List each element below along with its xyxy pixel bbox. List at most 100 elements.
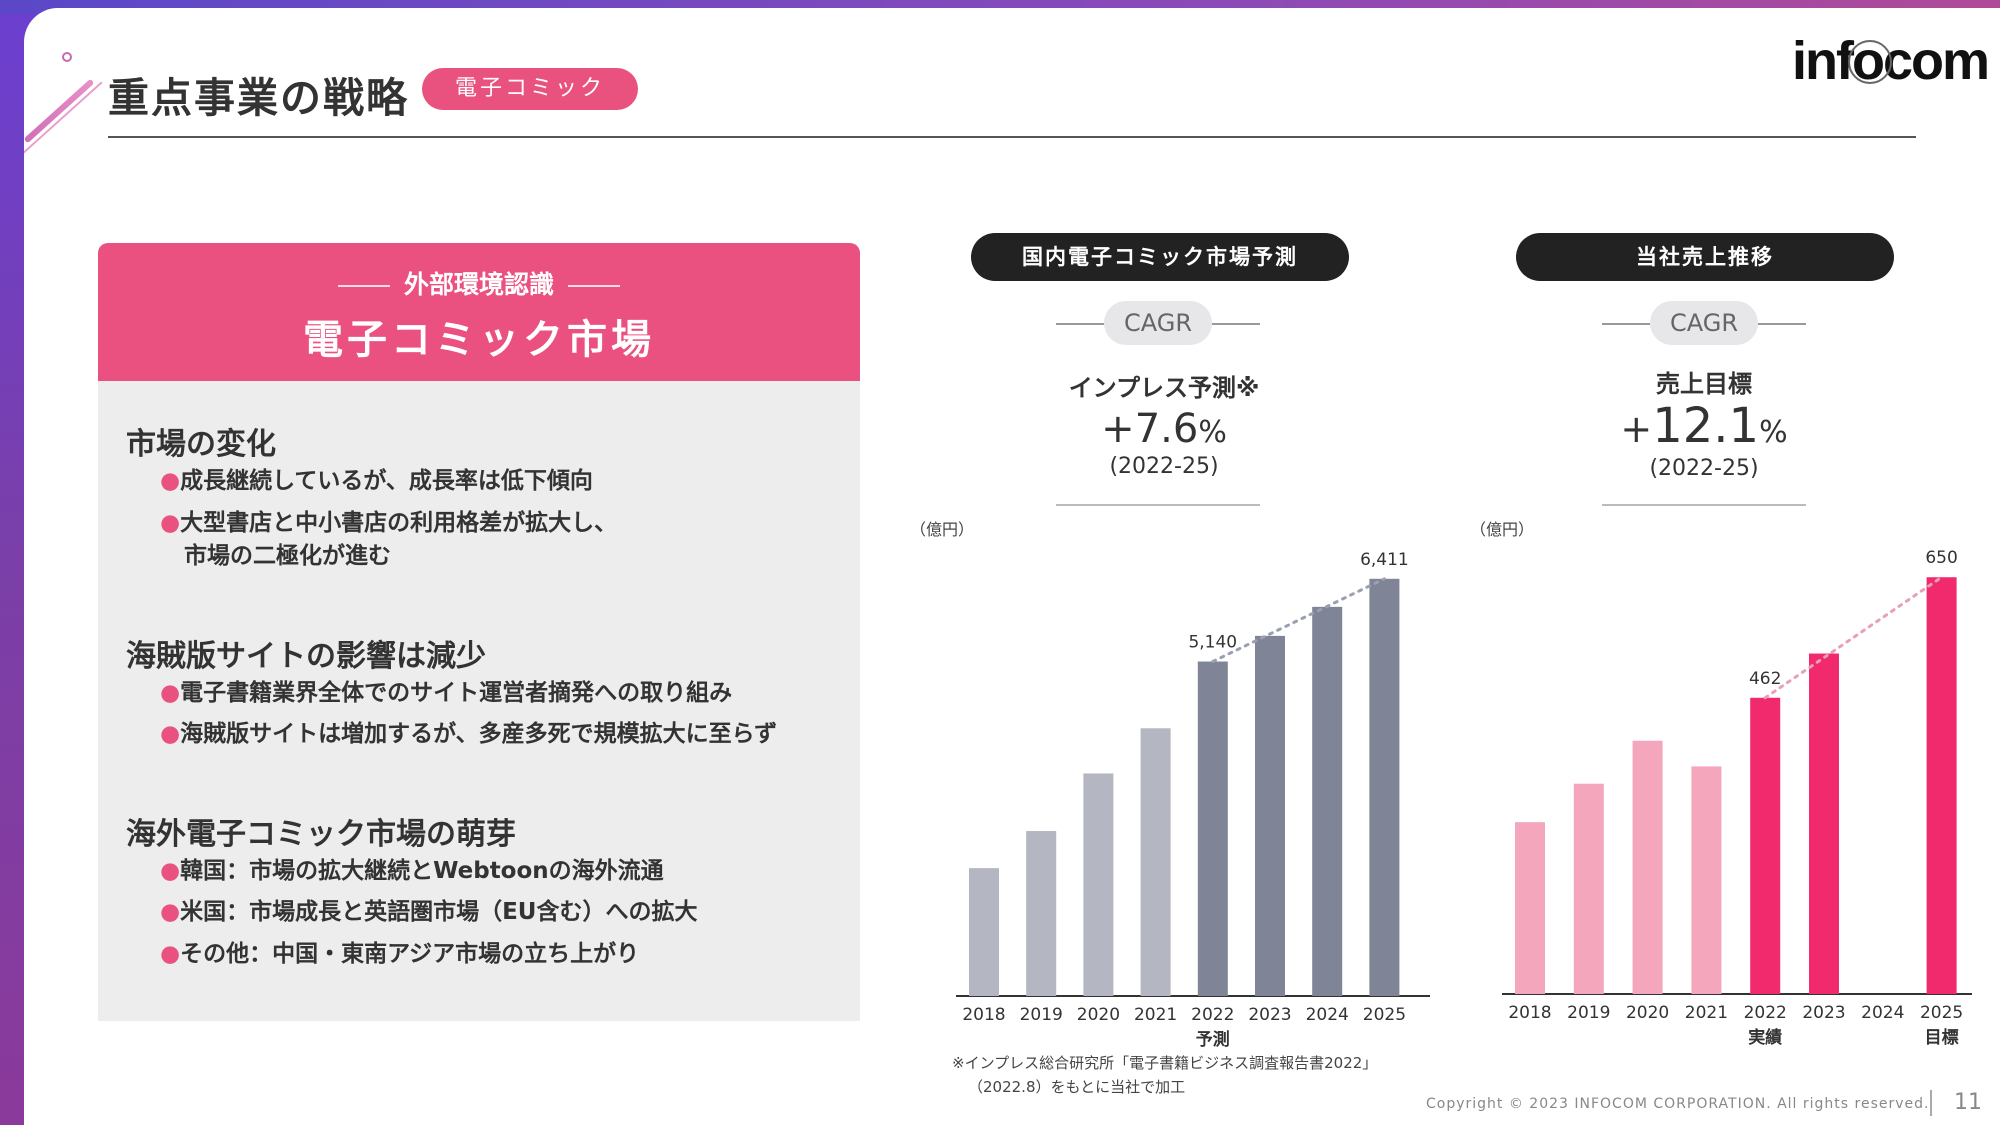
cagr-line-left [1602,323,1650,325]
category-tag: 電子コミック [422,68,638,110]
sales-data-label: 462 [1749,669,1781,689]
market-tick-label: 2020 [1077,1005,1120,1025]
sales-tick-label: 2018 [1508,1003,1551,1023]
market-bar-2021 [1140,728,1171,996]
market-forecast-pill: 国内電子コミック市場予測 [971,233,1349,281]
panel-body: 市場の変化 ●成長継続しているが、成長率は低下傾向 ●大型書店と中小書店の利用格… [98,381,860,1021]
sales-rate-value: 12.1 [1652,398,1760,454]
market-label: インプレス予測※ [1068,374,1260,402]
market-bar-2020 [1083,773,1114,996]
market-bar-2022 [1197,661,1228,996]
sales-bar-2019 [1573,783,1604,994]
bullet-item: ●成長継続しているが、成長率は低下傾向 [160,468,593,494]
footnote-line2: （2022.8）をもとに当社で加工 [968,1078,1186,1096]
slide: 重点事業の戦略 電子コミック infocom 外部環境認識 電子コミック市場 市… [24,8,2000,1125]
infocom-logo: infocom [1792,30,1990,92]
market-bar-2025 [1369,578,1400,996]
bullet-dot: ● [160,468,181,494]
sales-trend-pill: 当社売上推移 [1516,233,1894,281]
sales-bar-2025 [1926,577,1957,994]
cagr-line-left [1056,323,1104,325]
page-number: 11 [1954,1090,1982,1115]
bullet-dot: ● [160,510,181,536]
bullet-continuation: 市場の二極化が進む [184,543,391,569]
sales-header-underline [1602,504,1806,506]
sales-tick-label: 2019 [1567,1003,1610,1023]
bullet-item: ●韓国：市場の拡大継続とWebtoonの海外流通 [160,858,664,884]
market-unit: （億円） [910,520,975,539]
market-tick-label: 2022 [1191,1005,1234,1025]
sales-tick-label: 2023 [1802,1003,1845,1023]
bullet-item: ●米国：市場成長と英語圏市場（EU含む）への拡大 [160,899,698,925]
market-cagr-badge: CAGR [1104,301,1212,345]
market-bar-2018 [969,868,999,996]
subtitle-dash-left [337,285,390,287]
sales-sub-label: 実績 [1748,1027,1782,1048]
sales-unit: （億円） [1470,520,1535,539]
sales-tick-label: 2020 [1626,1003,1669,1023]
sales-tick-label: 2025 [1920,1003,1963,1023]
market-data-label: 5,140 [1188,633,1237,653]
market-tick-label: 2021 [1134,1005,1177,1025]
bullet-item: ●大型書店と中小書店の利用格差が拡大し、 [160,510,618,536]
market-rate-value: +7.6 [1101,406,1199,452]
cagr-line-right [1758,323,1806,325]
market-bar-2019 [1026,831,1057,996]
panel-title: 電子コミック市場 [303,317,655,363]
sales-rate: +12.1% [1564,398,1844,454]
market-rate: +7.6% [1024,406,1304,452]
header-divider [108,136,1916,138]
section-title-overseas: 海外電子コミック市場の萌芽 [126,817,516,852]
bullet-dot: ● [160,721,181,747]
section-title-market-change: 市場の変化 [126,427,276,462]
sales-rate-sign: + [1620,407,1653,451]
logo-ring-icon [1848,40,1892,84]
market-rate-unit: % [1198,415,1227,450]
market-bar-2023 [1255,635,1285,996]
market-tick-label: 2024 [1306,1005,1349,1025]
sales-data-label: 650 [1925,548,1957,568]
sales-tick-label: 2022 [1744,1003,1787,1023]
sales-rate-unit: % [1759,415,1788,450]
copyright: Copyright © 2023 INFOCOM CORPORATION. Al… [1426,1096,1930,1112]
bullet-dot: ● [160,941,181,967]
sales-tick-label: 2024 [1861,1003,1904,1023]
footnote-line1: ※インプレス総合研究所「電子書籍ビジネス調査報告書2022」 [952,1054,1378,1072]
panel-subtitle-row: 外部環境認識 [98,265,860,301]
bullet-item: ●海賊版サイトは増加するが、多産多死で規模拡大に至らず [160,721,778,747]
bullet-dot: ● [160,680,181,706]
market-data-label: 6,411 [1360,550,1409,570]
sales-period: (2022-25) [1649,456,1759,481]
sales-bar-2021 [1691,766,1722,994]
market-tick-label: 2023 [1248,1005,1291,1025]
market-tick-label: 2025 [1363,1005,1406,1025]
market-sub-label: 予測 [1196,1029,1230,1050]
market-trend-line [1211,577,1386,664]
bullet-item: ●電子書籍業界全体でのサイト運営者摘発への取り組み [160,680,733,706]
section-title-piracy: 海賊版サイトの影響は減少 [126,639,486,674]
market-tick-label: 2019 [1020,1005,1063,1025]
sales-trend-line [1763,575,1944,700]
sales-cagr-badge: CAGR [1650,301,1758,345]
panel-subtitle: 外部環境認識 [403,270,554,299]
sales-sub-label: 目標 [1925,1027,1959,1048]
bullet-item: ●その他：中国・東南アジア市場の立ち上がり [160,941,640,967]
sales-bar-2023 [1809,653,1839,994]
market-period: (2022-25) [1109,454,1219,479]
page-separator [1930,1090,1932,1116]
panel-header: 外部環境認識 電子コミック市場 [98,243,860,381]
sales-bar-2020 [1632,740,1663,994]
sales-tick-label: 2021 [1685,1003,1728,1023]
bullet-dot: ● [160,858,181,884]
market-header-underline [1056,504,1260,506]
decorative-circle [62,52,72,62]
bar-charts: 2018 2019 2020 2021 2022 予測 5,140 2023 2024 2025 6… [956,548,1972,1050]
page-title: 重点事業の戦略 [108,74,409,122]
sales-bar-2022 [1750,697,1781,994]
sales-label: 売上目標 [1656,370,1752,398]
market-tick-label: 2018 [962,1005,1005,1025]
cagr-line-right [1212,323,1260,325]
bullet-dot: ● [160,899,181,925]
subtitle-dash-right [568,285,620,287]
market-bar-2024 [1312,606,1343,996]
